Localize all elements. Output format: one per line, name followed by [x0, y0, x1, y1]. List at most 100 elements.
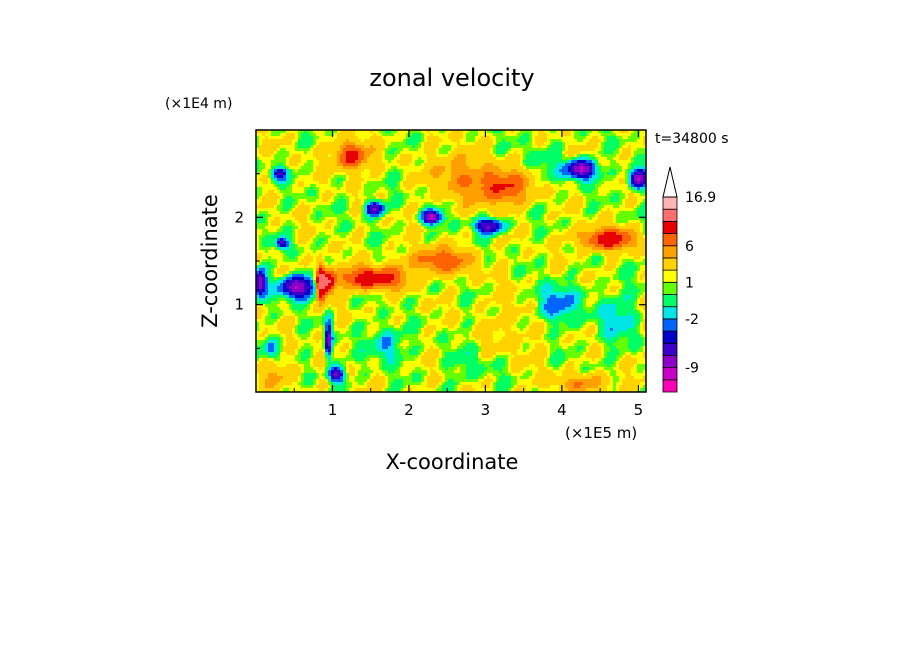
field-cell	[445, 172, 449, 176]
field-cell	[274, 238, 278, 242]
field-cell	[304, 142, 308, 146]
field-cell	[607, 178, 611, 182]
field-cell	[565, 136, 569, 140]
field-cell	[346, 217, 350, 221]
field-cell	[574, 133, 578, 137]
field-cell	[607, 232, 611, 236]
field-cell	[640, 145, 644, 149]
field-cell	[259, 187, 263, 191]
field-cell	[616, 136, 620, 140]
field-cell	[511, 181, 515, 185]
field-cell	[466, 214, 470, 218]
field-cell	[391, 235, 395, 239]
field-cell	[580, 151, 584, 155]
field-cell	[421, 214, 425, 218]
field-cell	[535, 196, 539, 200]
field-cell	[298, 181, 302, 185]
field-cell	[313, 157, 317, 161]
field-cell	[451, 133, 455, 137]
field-cell	[604, 178, 608, 182]
field-cell	[559, 151, 563, 155]
field-cell	[406, 193, 410, 197]
field-cell	[490, 175, 494, 179]
field-cell	[574, 184, 578, 188]
field-cell	[571, 226, 575, 230]
field-cell	[610, 157, 614, 161]
field-cell	[466, 151, 470, 155]
field-cell	[409, 211, 413, 215]
field-cell	[436, 178, 440, 182]
field-cell	[577, 226, 581, 230]
field-cell	[340, 160, 344, 164]
field-cell	[298, 220, 302, 224]
field-cell	[313, 220, 317, 224]
field-cell	[406, 244, 410, 248]
field-cell	[358, 136, 362, 140]
field-cell	[478, 238, 482, 242]
field-cell	[466, 142, 470, 146]
field-cell	[562, 142, 566, 146]
field-cell	[463, 157, 467, 161]
field-cell	[361, 145, 365, 149]
field-cell	[514, 130, 518, 134]
field-cell	[421, 142, 425, 146]
field-cell	[586, 172, 590, 176]
field-cell	[517, 241, 521, 245]
field-cell	[445, 184, 449, 188]
field-cell	[610, 232, 614, 236]
field-cell	[364, 211, 368, 215]
field-cell	[481, 211, 485, 215]
field-cell	[415, 142, 419, 146]
field-cell	[640, 220, 644, 224]
field-cell	[562, 199, 566, 203]
field-cell	[343, 151, 347, 155]
field-cell	[643, 238, 647, 242]
field-cell	[289, 187, 293, 191]
field-cell	[484, 217, 488, 221]
field-cell	[520, 205, 524, 209]
field-cell	[436, 241, 440, 245]
field-cell	[397, 199, 401, 203]
field-cell	[493, 238, 497, 242]
field-cell	[421, 241, 425, 245]
field-cell	[289, 151, 293, 155]
field-cell	[493, 148, 497, 152]
field-cell	[502, 220, 506, 224]
field-cell	[607, 226, 611, 230]
field-cell	[631, 193, 635, 197]
field-cell	[580, 139, 584, 143]
field-cell	[550, 172, 554, 176]
field-cell	[403, 130, 407, 134]
field-cell	[427, 193, 431, 197]
field-cell	[493, 178, 497, 182]
field-cell	[397, 148, 401, 152]
field-cell	[406, 142, 410, 146]
field-cell	[346, 211, 350, 215]
field-cell	[256, 160, 260, 164]
field-cell	[277, 211, 281, 215]
field-cell	[328, 211, 332, 215]
field-cell	[469, 205, 473, 209]
field-cell	[436, 205, 440, 209]
field-cell	[376, 157, 380, 161]
field-cell	[301, 217, 305, 221]
field-cell	[562, 232, 566, 236]
field-cell	[625, 211, 629, 215]
field-cell	[532, 178, 536, 182]
field-cell	[394, 217, 398, 221]
field-cell	[505, 229, 509, 233]
field-cell	[469, 160, 473, 164]
field-cell	[274, 223, 278, 227]
field-cell	[376, 190, 380, 194]
field-cell	[496, 241, 500, 245]
field-cell	[340, 196, 344, 200]
field-cell	[619, 229, 623, 233]
field-cell	[427, 229, 431, 233]
field-cell	[328, 133, 332, 137]
field-cell	[622, 184, 626, 188]
field-cell	[511, 217, 515, 221]
field-cell	[616, 202, 620, 206]
field-cell	[460, 166, 464, 170]
field-cell	[568, 139, 572, 143]
field-cell	[469, 163, 473, 167]
